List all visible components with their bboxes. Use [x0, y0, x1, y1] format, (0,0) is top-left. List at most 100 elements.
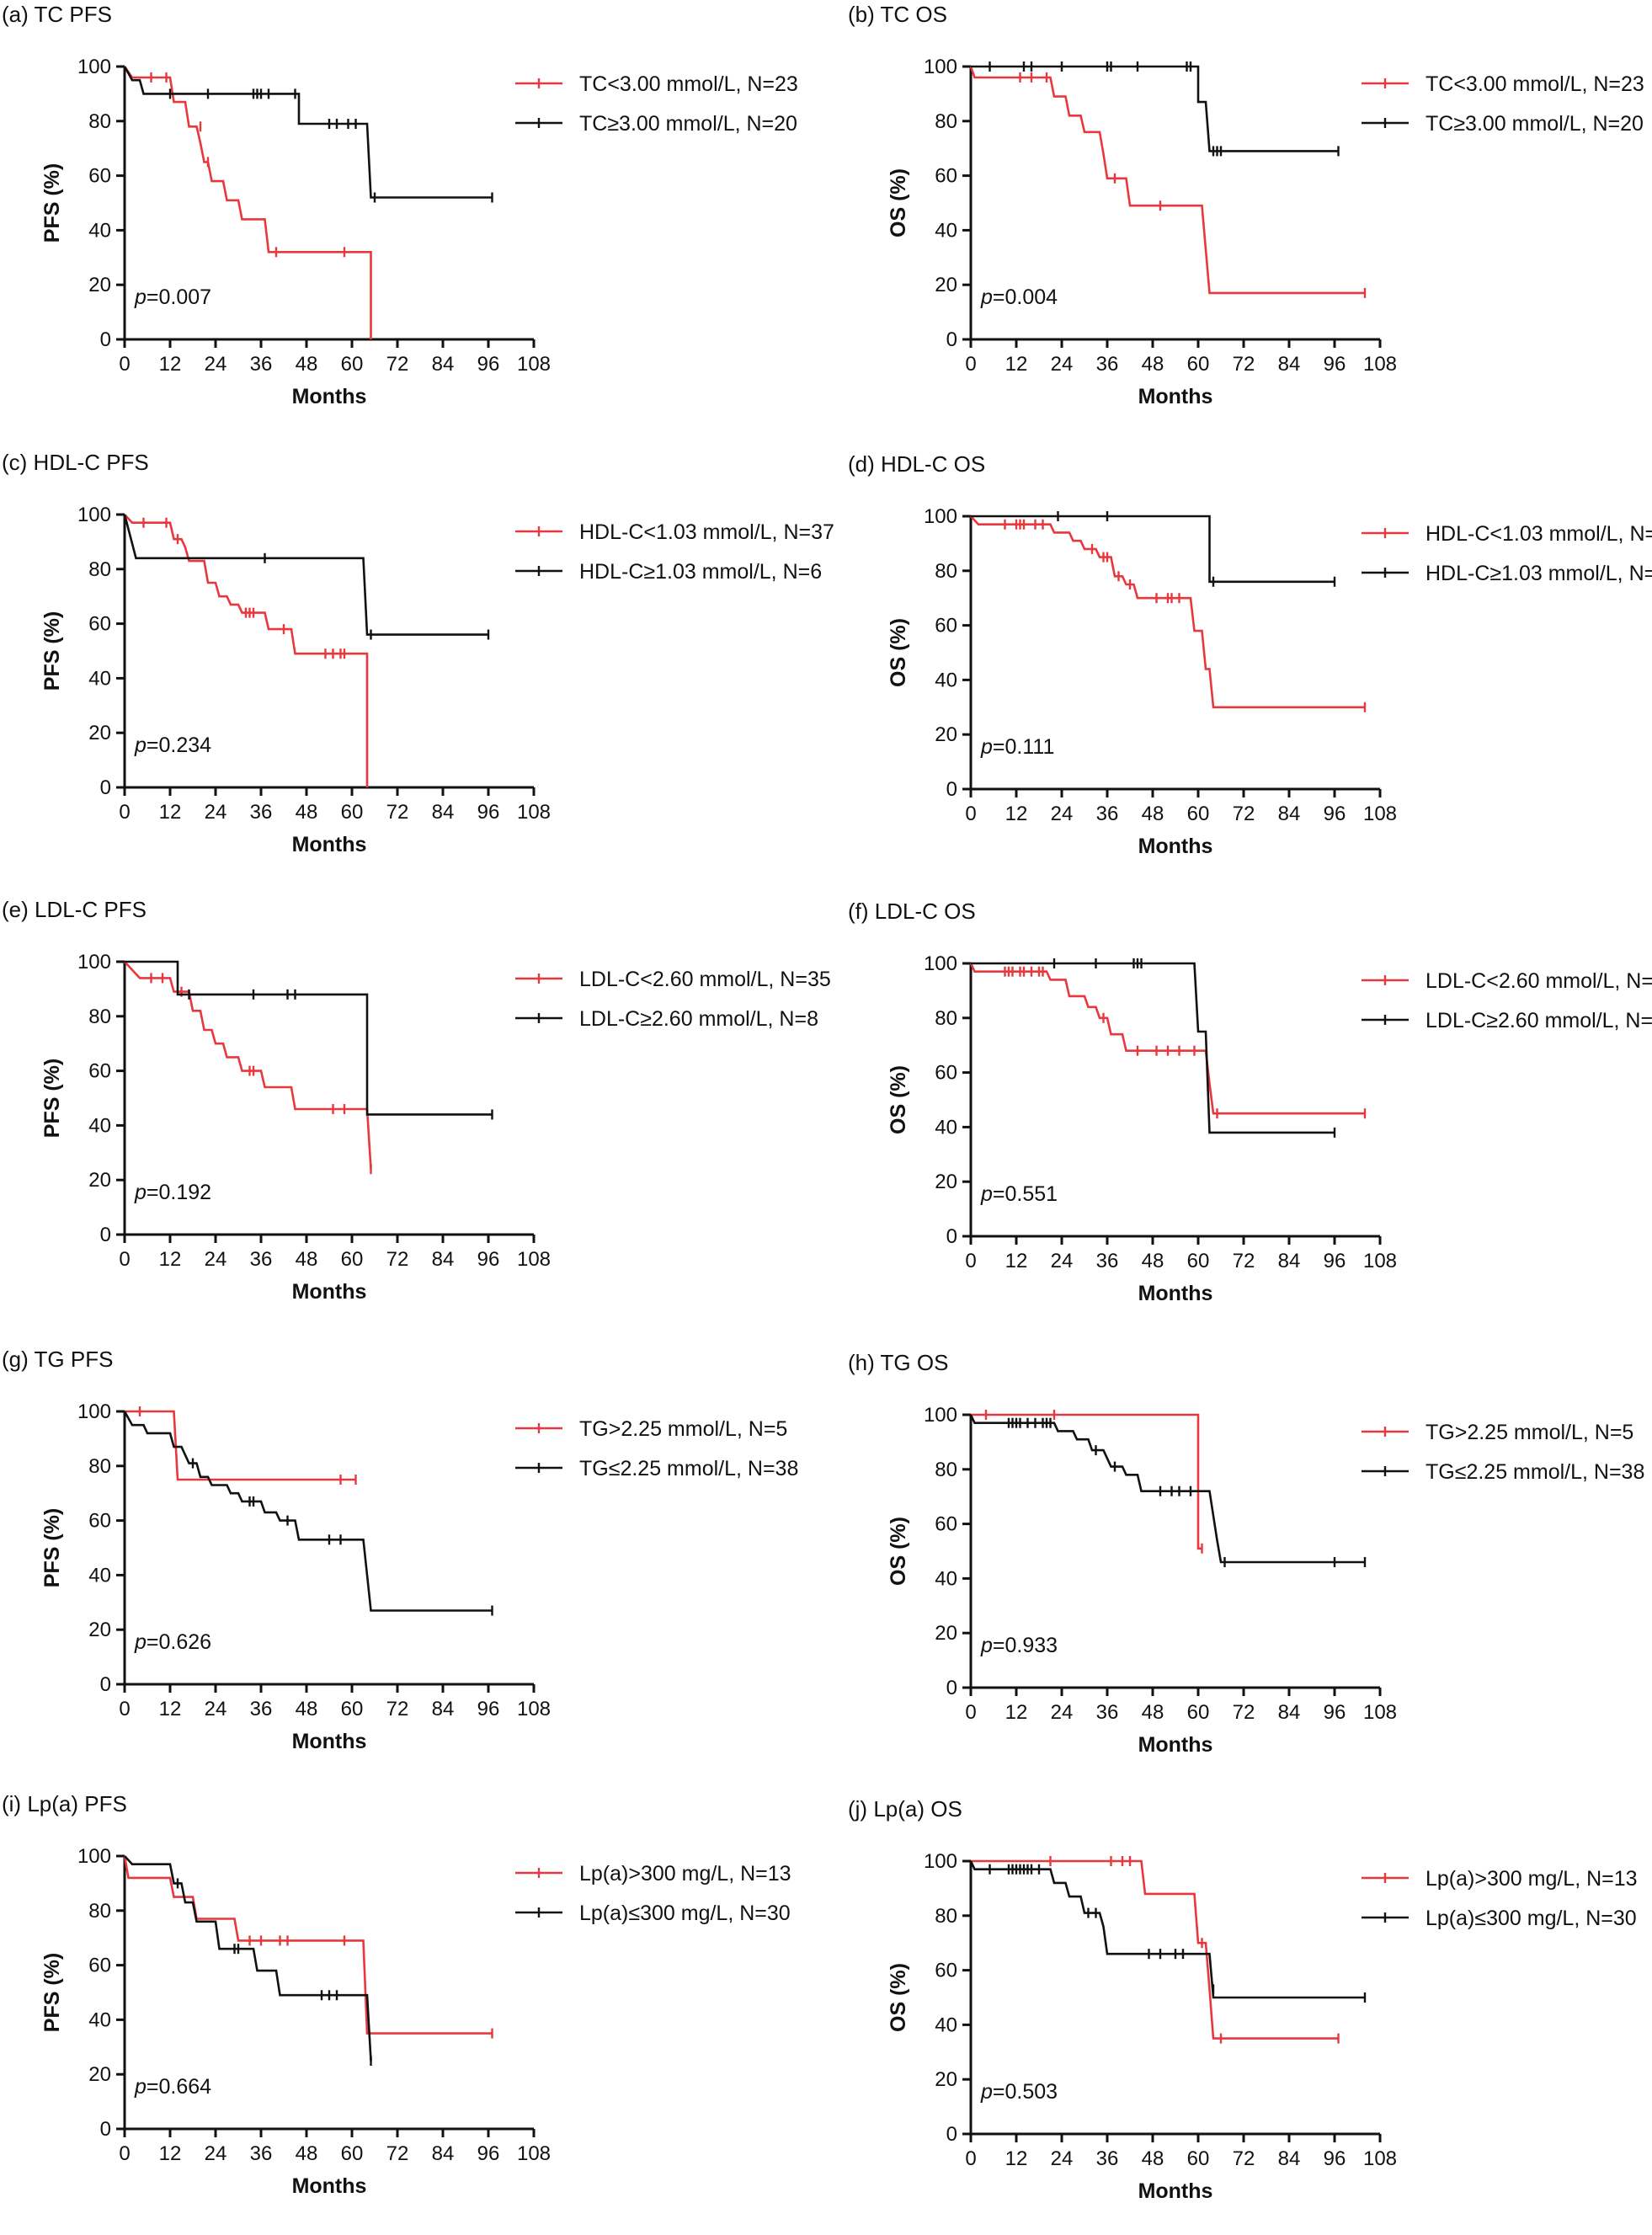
p-value-number: =0.933 — [993, 1634, 1058, 1657]
p-symbol: p — [980, 285, 993, 309]
x-tick-label: 60 — [1187, 1701, 1210, 1724]
y-tick-label: 60 — [935, 615, 957, 637]
panel-j: (j) Lp(a) OS 0 20 40 60 80 100 0 12 24 36 48 60 72 84 9… — [846, 1795, 1652, 2232]
series-0-group — [971, 1856, 1340, 2044]
y-tick-label: 40 — [88, 667, 111, 690]
km-chart-d: (d) HDL-C OS 0 20 40 60 80 100 0 12 24 36 48 60 72 84 9… — [848, 451, 1652, 858]
survival-curve — [123, 1411, 493, 1612]
legend-item-0: TG>2.25 mmol/L, N=5 — [1362, 1421, 1633, 1444]
series-1-group — [971, 958, 1336, 1138]
legend-label: Lp(a)≤300 mg/L, N=30 — [1426, 1907, 1637, 1930]
panel-d: (d) HDL-C OS 0 20 40 60 80 100 0 12 24 36 48 60 72 84 9… — [846, 450, 1652, 888]
x-tick-label: 108 — [1363, 803, 1397, 825]
y-tick-label: 100 — [77, 951, 111, 973]
x-axis-label: Months — [1138, 1282, 1213, 1305]
x-tick-label: 96 — [477, 801, 500, 824]
x-tick-label: 12 — [1005, 1250, 1028, 1272]
series-0-group — [124, 961, 372, 1175]
series-0-group — [125, 1406, 357, 1485]
x-tick-label: 72 — [386, 353, 409, 376]
x-tick-label: 72 — [386, 2142, 409, 2165]
y-tick-label: 20 — [88, 2063, 111, 2086]
series-1-group — [969, 1414, 1367, 1567]
x-tick-label: 0 — [119, 1248, 130, 1271]
x-tick-label: 24 — [1051, 353, 1074, 376]
x-tick-label: 36 — [1096, 2147, 1119, 2170]
x-tick-label: 24 — [1051, 2147, 1074, 2170]
legend-item-1: Lp(a)≤300 mg/L, N=30 — [1362, 1907, 1637, 1930]
y-axis-label: PFS (%) — [40, 1953, 64, 2032]
x-axis-label: Months — [1138, 1733, 1213, 1757]
series-1-group — [971, 61, 1340, 157]
chart-title: (j) Lp(a) OS — [848, 1796, 962, 1822]
p-value-number: =0.551 — [993, 1182, 1058, 1206]
x-tick-label: 0 — [965, 2147, 976, 2170]
x-tick-label: 48 — [296, 801, 318, 824]
x-tick-label: 84 — [432, 1248, 455, 1271]
x-tick-label: 36 — [250, 2142, 273, 2165]
x-tick-label: 24 — [205, 2142, 227, 2165]
y-tick-label: 80 — [935, 1905, 957, 1928]
x-tick-label: 12 — [159, 1698, 182, 1720]
y-tick-label: 100 — [924, 505, 957, 528]
survival-curve — [969, 1414, 1365, 1564]
y-tick-label: 60 — [88, 1955, 111, 1977]
x-tick-label: 60 — [341, 2142, 364, 2165]
y-axis-label: OS (%) — [887, 168, 910, 237]
x-tick-label: 84 — [1278, 353, 1301, 376]
y-tick-label: 100 — [77, 504, 111, 526]
legend-label: HDL-C<1.03 mmol/L, N=37 — [579, 520, 834, 544]
x-tick-label: 60 — [1187, 353, 1210, 376]
panel-a: (a) TC PFS 0 20 40 60 80 100 0 12 24 36 48 60 72 84 96 1… — [0, 0, 825, 438]
p-symbol: p — [980, 1634, 993, 1657]
p-value-number: =0.664 — [147, 2075, 211, 2099]
p-value-number: =0.192 — [147, 1181, 211, 1204]
x-tick-label: 72 — [1233, 2147, 1255, 2170]
y-tick-label: 0 — [946, 328, 957, 351]
x-tick-label: 48 — [1142, 1701, 1164, 1724]
x-tick-label: 0 — [965, 1250, 976, 1272]
km-chart-b: (b) TC OS 0 20 40 60 80 100 0 12 24 36 48 60 72 84 96 10… — [848, 2, 1644, 408]
legend-label: Lp(a)>300 mg/L, N=13 — [579, 1862, 791, 1886]
x-tick-label: 48 — [1142, 2147, 1164, 2170]
x-tick-label: 72 — [1233, 353, 1255, 376]
x-tick-label: 72 — [386, 1698, 409, 1720]
legend-label: TC≥3.00 mmol/L, N=20 — [579, 112, 797, 136]
x-tick-label: 96 — [1324, 803, 1346, 825]
x-tick-label: 96 — [1324, 2147, 1346, 2170]
x-tick-label: 12 — [1005, 2147, 1028, 2170]
x-tick-label: 84 — [1278, 2147, 1301, 2170]
legend-item-1: TC≥3.00 mmol/L, N=20 — [1362, 112, 1644, 136]
y-tick-label: 0 — [100, 1673, 111, 1696]
series-0-group — [124, 514, 369, 787]
legend-label: LDL-C≥2.60 mmol/L, N=8 — [1426, 1009, 1652, 1032]
p-value-number: =0.004 — [993, 285, 1058, 309]
survival-curve — [125, 1410, 356, 1481]
x-tick-label: 36 — [250, 353, 273, 376]
y-tick-label: 80 — [935, 560, 957, 583]
p-symbol: p — [980, 735, 993, 759]
panel-b: (b) TC OS 0 20 40 60 80 100 0 12 24 36 48 60 72 84 96 10… — [846, 0, 1652, 438]
survival-curve — [123, 514, 488, 636]
x-tick-label: 0 — [965, 803, 976, 825]
y-tick-label: 0 — [100, 2118, 111, 2141]
x-tick-label: 96 — [477, 2142, 500, 2165]
y-tick-label: 0 — [946, 2123, 957, 2146]
p-symbol: p — [134, 2075, 147, 2099]
x-axis-label: Months — [1138, 835, 1213, 858]
x-tick-label: 84 — [432, 353, 455, 376]
y-tick-label: 0 — [946, 1677, 957, 1699]
series-1-group — [123, 66, 493, 203]
x-tick-label: 60 — [1187, 2147, 1210, 2170]
y-axis-label: OS (%) — [887, 1065, 910, 1134]
legend-item-0: TC<3.00 mmol/L, N=23 — [515, 72, 798, 96]
x-tick-label: 72 — [386, 1248, 409, 1271]
legend-item-1: TG≤2.25 mmol/L, N=38 — [1362, 1460, 1644, 1484]
x-tick-label: 24 — [205, 1248, 227, 1271]
p-value: p=0.626 — [134, 1630, 211, 1654]
chart-title: (c) HDL-C PFS — [2, 450, 149, 475]
y-tick-label: 100 — [924, 56, 957, 78]
legend-item-1: LDL-C≥2.60 mmol/L, N=8 — [515, 1007, 818, 1031]
y-axis-label: OS (%) — [887, 618, 910, 687]
y-tick-label: 60 — [88, 1510, 111, 1533]
